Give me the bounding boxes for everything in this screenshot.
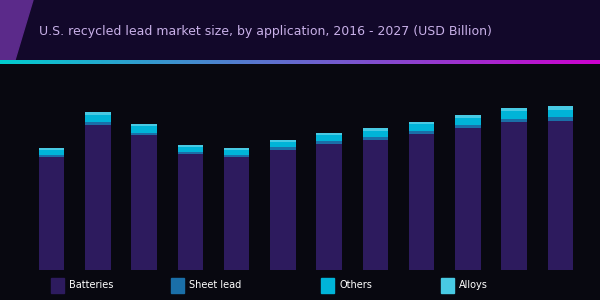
- Bar: [455, 115, 481, 118]
- Bar: [455, 125, 481, 128]
- Text: Others: Others: [339, 280, 372, 290]
- Bar: [455, 128, 481, 276]
- Bar: [316, 133, 342, 136]
- Bar: [270, 150, 296, 276]
- Bar: [85, 112, 110, 115]
- Text: Sheet lead: Sheet lead: [189, 280, 241, 290]
- Bar: [178, 154, 203, 276]
- Bar: [224, 150, 250, 155]
- Bar: [362, 137, 388, 140]
- Bar: [131, 133, 157, 135]
- Bar: [409, 124, 434, 131]
- FancyBboxPatch shape: [441, 278, 454, 292]
- Bar: [316, 141, 342, 144]
- Bar: [548, 117, 573, 121]
- Bar: [224, 157, 250, 276]
- Bar: [502, 108, 527, 111]
- Bar: [316, 136, 342, 141]
- Bar: [548, 110, 573, 117]
- Bar: [409, 134, 434, 276]
- Text: Alloys: Alloys: [459, 280, 488, 290]
- Bar: [362, 140, 388, 276]
- Polygon shape: [0, 0, 33, 60]
- Bar: [39, 155, 64, 157]
- Bar: [362, 131, 388, 137]
- Bar: [270, 147, 296, 150]
- Bar: [131, 124, 157, 126]
- Bar: [39, 150, 64, 155]
- Bar: [85, 122, 110, 125]
- Bar: [39, 148, 64, 150]
- Text: Batteries: Batteries: [69, 280, 113, 290]
- Bar: [131, 126, 157, 133]
- Bar: [502, 118, 527, 122]
- Bar: [548, 106, 573, 110]
- Bar: [362, 128, 388, 131]
- Bar: [316, 144, 342, 276]
- Bar: [455, 118, 481, 125]
- Bar: [224, 148, 250, 150]
- Bar: [85, 115, 110, 122]
- Bar: [409, 131, 434, 134]
- Bar: [270, 140, 296, 142]
- Bar: [548, 121, 573, 276]
- Bar: [178, 152, 203, 154]
- Bar: [502, 122, 527, 276]
- FancyBboxPatch shape: [321, 278, 334, 292]
- Text: U.S. recycled lead market size, by application, 2016 - 2027 (USD Billion): U.S. recycled lead market size, by appli…: [39, 25, 492, 38]
- Bar: [270, 142, 296, 147]
- Bar: [39, 157, 64, 276]
- Bar: [85, 125, 110, 276]
- Bar: [409, 122, 434, 124]
- Bar: [502, 111, 527, 118]
- Bar: [224, 155, 250, 157]
- FancyBboxPatch shape: [51, 278, 64, 292]
- Bar: [178, 147, 203, 152]
- Bar: [178, 146, 203, 147]
- Bar: [131, 135, 157, 276]
- FancyBboxPatch shape: [171, 278, 184, 292]
